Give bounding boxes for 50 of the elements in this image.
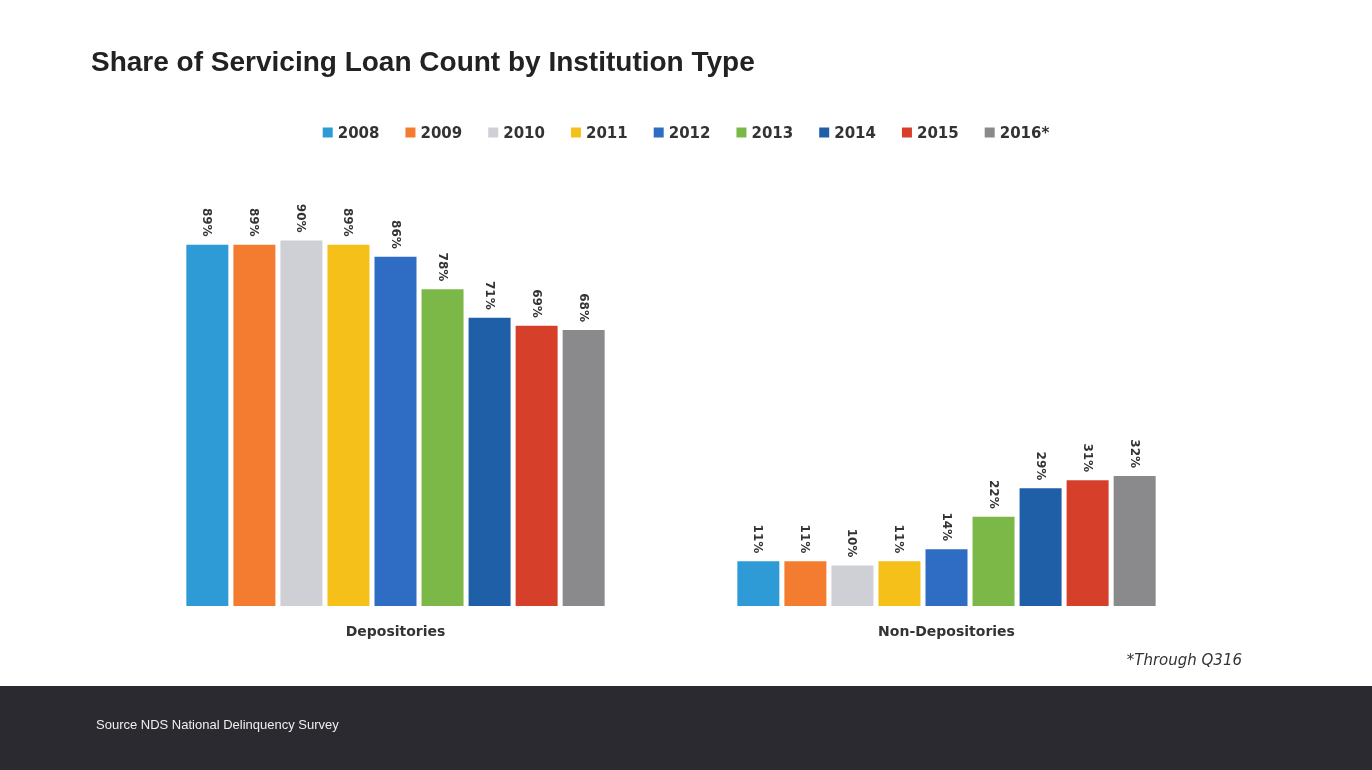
legend-label: 2009 <box>420 123 463 142</box>
data-label: 68% <box>576 293 591 322</box>
legend-label: 2013 <box>751 123 794 142</box>
x-tick-label: Non-Depositories <box>878 623 1015 639</box>
data-label: 31% <box>1080 443 1095 473</box>
legend-label: 2011 <box>585 123 628 142</box>
data-label: 22% <box>986 479 1001 509</box>
bar <box>878 561 921 606</box>
bar <box>1066 480 1109 606</box>
legend-label: 2016* <box>999 123 1050 142</box>
data-label: 90% <box>294 203 309 233</box>
legend-label: 2010 <box>503 123 545 142</box>
bar <box>925 549 968 606</box>
bar <box>737 561 780 606</box>
data-label: 11% <box>751 524 766 554</box>
bar <box>468 317 511 606</box>
legend-label: 2014 <box>834 123 876 142</box>
data-label: 71% <box>482 281 497 310</box>
x-tick-label: Depositories <box>345 623 446 639</box>
bar <box>831 565 874 606</box>
bar <box>186 244 229 606</box>
data-label: 32% <box>1127 439 1142 469</box>
data-label: 78% <box>435 252 450 282</box>
data-label: 89% <box>247 207 262 237</box>
data-label: 11% <box>892 524 907 554</box>
source-note: Source NDS National Delinquency Survey <box>96 717 340 732</box>
bar <box>421 289 464 606</box>
data-label: 11% <box>798 524 813 554</box>
data-label: 69% <box>529 289 544 318</box>
bar <box>233 244 276 606</box>
bar <box>1113 476 1156 606</box>
bar <box>1019 488 1062 606</box>
bar <box>784 561 827 606</box>
data-label: 29% <box>1033 451 1048 481</box>
bar <box>972 516 1015 606</box>
bar <box>374 256 417 606</box>
legend-label: 2012 <box>668 123 711 142</box>
data-label: 86% <box>388 220 403 249</box>
bar <box>562 329 605 606</box>
data-label: 10% <box>845 528 860 558</box>
text: *Through Q316 <box>1126 650 1243 669</box>
bar <box>515 325 558 606</box>
legend-label: 2008 <box>337 123 380 142</box>
bar <box>280 240 323 606</box>
legend-label: 2015 <box>916 123 959 142</box>
data-label: 89% <box>341 207 356 237</box>
bar <box>327 244 370 606</box>
data-label: 89% <box>200 207 215 237</box>
chart-title: Share of Servicing Loan Count by Institution Type <box>91 45 755 77</box>
data-label: 14% <box>939 512 954 542</box>
